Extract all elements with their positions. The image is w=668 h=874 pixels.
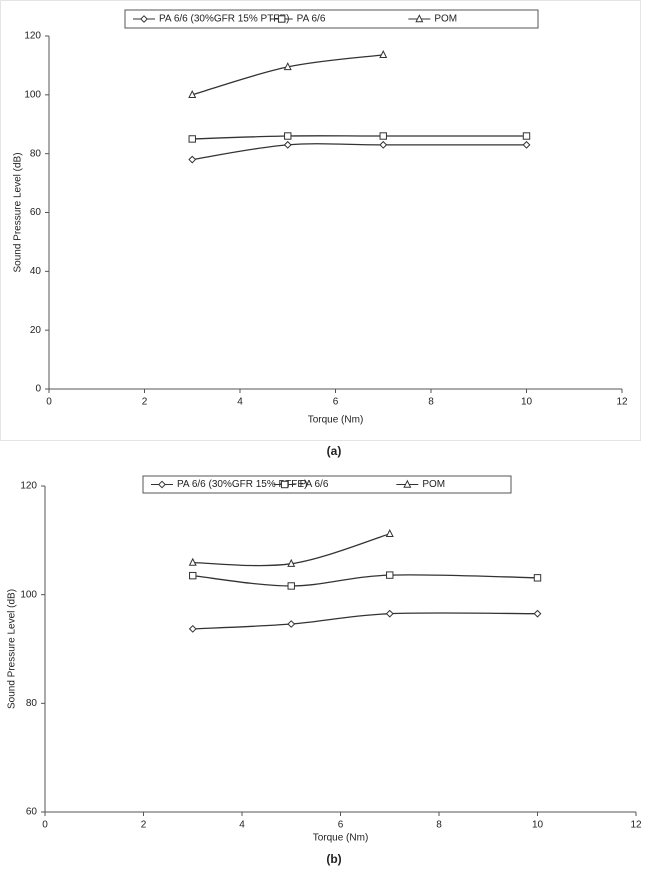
- marker: [533, 609, 542, 618]
- marker: [158, 480, 166, 489]
- marker: [140, 15, 148, 23]
- y-axis-label: Sound Pressure Level (dB): [7, 589, 18, 709]
- series-line: [192, 54, 384, 96]
- legend-label: PA 6/6 (30%GFR 15% PTFE): [159, 14, 289, 25]
- marker: [533, 574, 542, 582]
- marker: [415, 14, 424, 23]
- x-tick-label: 0: [42, 820, 48, 831]
- legend-label: POM: [422, 479, 445, 490]
- marker: [283, 62, 292, 71]
- x-axis-label: Torque (Nm): [313, 833, 369, 844]
- marker: [385, 528, 394, 538]
- caption: (b): [326, 852, 341, 866]
- legend-label: PA 6/6 (30%GFR 15% PTFE): [177, 479, 307, 490]
- marker: [188, 155, 197, 164]
- x-tick-label: 0: [46, 397, 52, 408]
- y-tick-label: 80: [26, 698, 38, 709]
- series-line: [192, 612, 538, 630]
- x-tick-label: 12: [616, 397, 628, 408]
- marker: [188, 135, 196, 143]
- y-tick-label: 120: [20, 481, 37, 492]
- marker: [283, 140, 292, 149]
- series-line: [192, 143, 527, 161]
- y-tick-label: 20: [30, 325, 42, 336]
- y-tick-label: 60: [30, 207, 42, 218]
- x-tick-label: 8: [428, 397, 434, 408]
- series-line: [192, 574, 538, 587]
- y-tick-label: 100: [24, 89, 41, 100]
- x-tick-label: 2: [141, 820, 147, 831]
- x-tick-label: 6: [333, 397, 339, 408]
- panel-frame: [0, 0, 641, 441]
- legend-label: POM: [434, 14, 457, 25]
- legend-label: PA 6/6: [300, 479, 329, 490]
- x-tick-label: 4: [239, 820, 245, 831]
- marker: [280, 480, 289, 489]
- marker: [188, 624, 197, 633]
- marker: [189, 571, 197, 580]
- marker: [188, 90, 197, 99]
- marker: [522, 140, 531, 149]
- legend-box: [124, 9, 539, 29]
- x-tick-label: 8: [436, 820, 442, 831]
- marker: [403, 479, 412, 488]
- y-tick-label: 100: [20, 589, 37, 600]
- marker: [522, 132, 531, 140]
- x-tick-label: 4: [237, 397, 243, 408]
- x-tick-label: 2: [142, 397, 148, 408]
- marker: [379, 132, 387, 140]
- series-line: [192, 135, 527, 140]
- x-tick-label: 10: [532, 820, 544, 831]
- caption: (a): [327, 444, 342, 458]
- y-axis-label: Sound Pressure Level (dB): [13, 152, 24, 272]
- marker: [385, 609, 394, 618]
- y-tick-label: 40: [30, 266, 42, 277]
- marker: [277, 15, 286, 23]
- marker: [379, 140, 388, 149]
- marker: [287, 620, 296, 628]
- x-tick-label: 10: [521, 397, 533, 408]
- marker: [379, 50, 388, 59]
- marker: [287, 558, 296, 567]
- marker: [287, 582, 295, 590]
- marker: [188, 557, 197, 566]
- marker: [386, 571, 394, 579]
- legend-label: PA 6/6: [297, 14, 326, 25]
- legend-box: [142, 475, 512, 494]
- y-tick-label: 60: [26, 807, 38, 818]
- y-tick-label: 120: [24, 31, 41, 42]
- x-axis-label: Torque (Nm): [308, 415, 364, 426]
- y-tick-label: 0: [35, 384, 41, 395]
- x-tick-label: 6: [338, 820, 344, 831]
- marker: [284, 132, 292, 140]
- y-tick-label: 80: [30, 148, 42, 159]
- x-tick-label: 12: [630, 820, 642, 831]
